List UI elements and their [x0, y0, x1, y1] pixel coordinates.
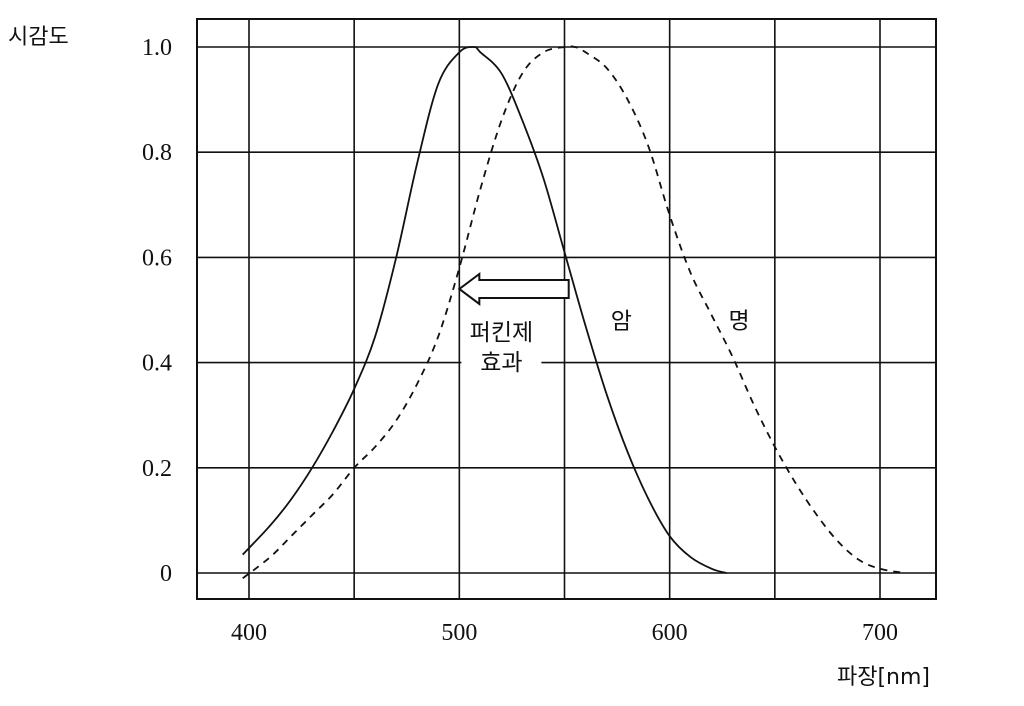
series-line-solid	[242, 46, 727, 574]
grid	[197, 19, 936, 599]
x-axis-ticks: 400 500 600 700	[231, 620, 898, 646]
x-tick-label-700: 700	[862, 620, 898, 646]
y-axis-label: 시감도	[8, 25, 69, 50]
y-tick-label-0: 0	[160, 561, 172, 587]
y-tick-label-1: 0.2	[142, 456, 172, 482]
y-axis-ticks: 0 0.2 0.4 0.6 0.8 1.0	[142, 35, 172, 587]
y-tick-label-5: 1.0	[142, 35, 172, 61]
y-tick-label-3: 0.6	[142, 245, 172, 271]
annotation-text-0-1: 효과	[480, 350, 522, 376]
y-tick-label-2: 0.4	[142, 351, 172, 377]
x-tick-label-500: 500	[441, 620, 477, 646]
x-axis-label: 파장[nm]	[837, 665, 930, 690]
x-tick-label-400: 400	[231, 620, 267, 646]
series-layer	[242, 45, 906, 580]
annotation-backing-0	[461, 312, 542, 379]
annotation-text-2-0: 명	[728, 309, 749, 335]
annotation-text-1-0: 암	[611, 309, 632, 335]
plot-frame	[196, 18, 937, 600]
x-tick-label-600: 600	[652, 620, 688, 646]
purkinje-arrow	[457, 271, 570, 306]
y-tick-label-4: 0.8	[142, 140, 172, 166]
annotation-text-0-0: 퍼킨제	[470, 320, 533, 346]
series-line-dashed	[242, 45, 906, 580]
